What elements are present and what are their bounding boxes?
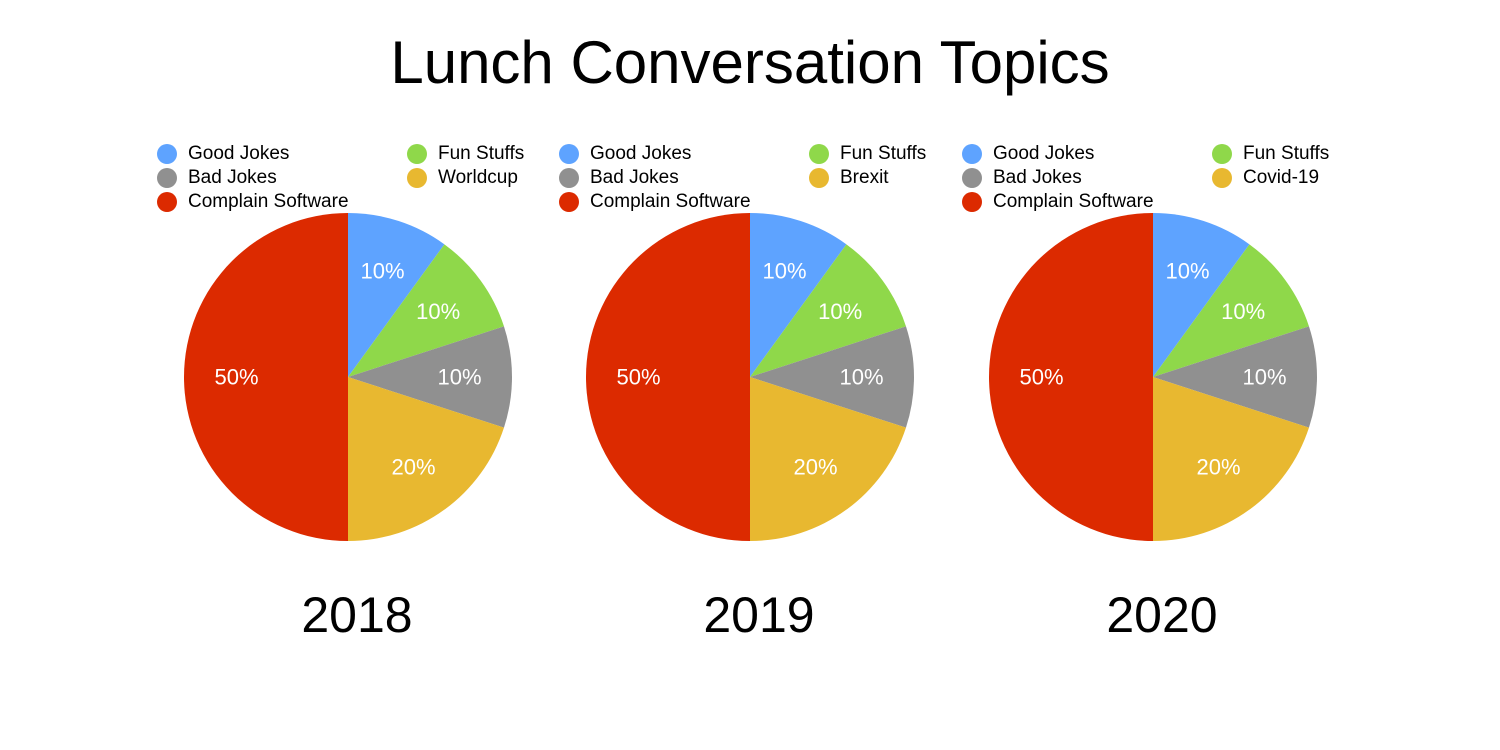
pie-slice-fun-stuffs [750, 244, 906, 377]
pie: 10% 10% 10% 20% 50% [586, 213, 914, 541]
chart-year-label: 2018 [301, 587, 413, 643]
legend-swatch [407, 168, 427, 188]
pie-data-label-good-jokes: 10% [1165, 258, 1209, 283]
legend-swatch [809, 168, 829, 188]
pie-slice-worldcup [348, 377, 504, 541]
pie-data-label-complain-software: 50% [214, 365, 258, 390]
pie-slice-good-jokes [1153, 213, 1250, 377]
legend-label: Bad Jokes [590, 167, 679, 188]
pie-slice-complain-software [184, 213, 348, 541]
pie-slice-complain-software [989, 213, 1153, 541]
pie-slice-good-jokes [348, 213, 445, 377]
legend-swatch [157, 192, 177, 212]
chart-title: Lunch Conversation Topics [390, 29, 1110, 96]
legend-label: Complain Software [590, 191, 751, 212]
pie: 10% 10% 10% 20% 50% [989, 213, 1317, 541]
legend-label: Complain Software [188, 191, 349, 212]
pie-slice-bad-jokes [1153, 326, 1317, 428]
chart-year-label: 2019 [703, 587, 815, 643]
legend-swatch [157, 168, 177, 188]
pie-slice-bad-jokes [750, 326, 914, 428]
chart-year-label: 2020 [1106, 587, 1218, 643]
legend-label: Fun Stuffs [840, 143, 927, 164]
legend-swatch [962, 168, 982, 188]
legend-label: Bad Jokes [993, 167, 1082, 188]
pie-data-label-worldcup: 20% [391, 455, 435, 480]
pie-data-label-good-jokes: 10% [762, 258, 806, 283]
legend-label: Good Jokes [993, 143, 1095, 164]
legend-label: Complain Software [993, 191, 1154, 212]
pie-slice-fun-stuffs [348, 244, 504, 377]
pie-slice-bad-jokes [348, 326, 512, 428]
pie-slice-complain-software [586, 213, 750, 541]
legend-label: Fun Stuffs [438, 143, 525, 164]
legend-swatch [559, 144, 579, 164]
pie-data-label-complain-software: 50% [1019, 365, 1063, 390]
pie-data-label-fun-stuffs: 10% [1221, 299, 1265, 324]
pie-data-label-fun-stuffs: 10% [818, 299, 862, 324]
legend: Good Jokes Bad Jokes Complain Software Fun … [962, 140, 1362, 220]
pie-chart-2018: Good Jokes Bad Jokes Complain Software Fun … [157, 140, 557, 660]
legend: Good Jokes Bad Jokes Complain Software Fun … [559, 140, 959, 220]
pie-data-label-brexit: 20% [793, 455, 837, 480]
legend-label: Brexit [840, 167, 889, 188]
pie-data-label-bad-jokes: 10% [839, 365, 883, 390]
pie-data-label-covid-19: 20% [1196, 455, 1240, 480]
legend-swatch [962, 192, 982, 212]
pie-data-label-fun-stuffs: 10% [416, 299, 460, 324]
legend-swatch [157, 144, 177, 164]
pie-data-label-good-jokes: 10% [360, 258, 404, 283]
legend-label: Covid-19 [1243, 167, 1320, 188]
pie-slice-good-jokes [750, 213, 847, 377]
legend-swatch [809, 144, 829, 164]
legend-swatch [559, 168, 579, 188]
legend-swatch [1212, 144, 1232, 164]
legend-swatch [407, 144, 427, 164]
pie-slice-covid-19 [1153, 377, 1309, 541]
pie-data-label-bad-jokes: 10% [1242, 365, 1286, 390]
legend-label: Worldcup [438, 167, 518, 188]
pie-data-label-complain-software: 50% [616, 365, 660, 390]
pie-data-label-bad-jokes: 10% [437, 365, 481, 390]
legend-label: Bad Jokes [188, 167, 277, 188]
legend-label: Fun Stuffs [1243, 143, 1330, 164]
legend-label: Good Jokes [590, 143, 692, 164]
pie: 10% 10% 10% 20% 50% [184, 213, 512, 541]
legend: Good Jokes Bad Jokes Complain Software Fun … [157, 140, 557, 220]
legend-swatch [1212, 168, 1232, 188]
pie-slice-fun-stuffs [1153, 244, 1309, 377]
pie-chart-2019: Good Jokes Bad Jokes Complain Software Fun … [559, 140, 959, 660]
legend-swatch [559, 192, 579, 212]
legend-label: Good Jokes [188, 143, 290, 164]
pie-chart-2020: Good Jokes Bad Jokes Complain Software Fun … [962, 140, 1362, 660]
pie-slice-brexit [750, 377, 906, 541]
legend-swatch [962, 144, 982, 164]
